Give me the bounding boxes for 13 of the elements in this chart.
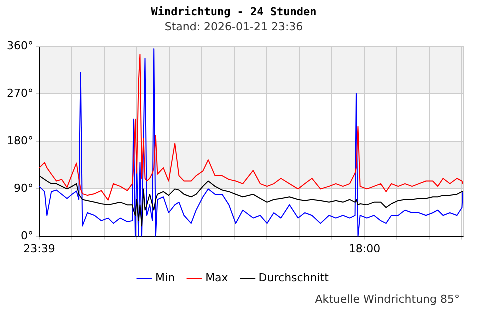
y-tick-label: 360°	[6, 39, 34, 52]
legend-label: Min	[156, 271, 176, 284]
y-tick-label: 270°	[6, 86, 34, 100]
y-tick-label: 0°	[20, 230, 34, 243]
chart-title: Windrichtung - 24 Stunden	[151, 5, 317, 18]
x-tick-label: 23:39	[24, 242, 56, 256]
y-tick-label: 90°	[14, 182, 34, 196]
legend-label: Max	[206, 271, 229, 284]
chart-subtitle: Stand: 2026-01-21 23:36	[164, 20, 304, 34]
y-tick-label: 180°	[6, 134, 34, 148]
text: Aktuelle Windrichtung 85°	[315, 293, 460, 306]
x-tick-label: 18:00	[348, 242, 381, 256]
legend-label: Durchschnitt	[258, 271, 330, 284]
